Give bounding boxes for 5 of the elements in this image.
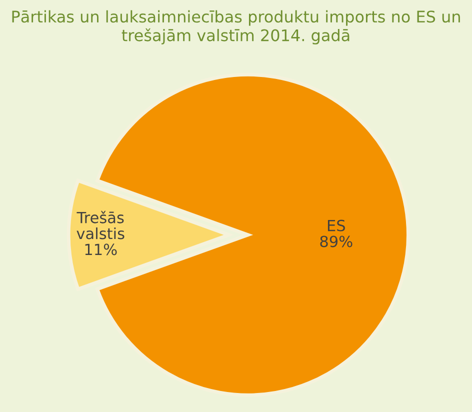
chart-title: Pārtikas un lauksaimniecības produktu imports no ES un trešajām valstīm 2014. gadā (12, 10, 460, 44)
data-label: 11% (85, 244, 117, 256)
slice-label: Trešās valstis (76, 210, 124, 240)
data-label: 89% (320, 236, 352, 248)
slice-label: ES (328, 220, 345, 232)
